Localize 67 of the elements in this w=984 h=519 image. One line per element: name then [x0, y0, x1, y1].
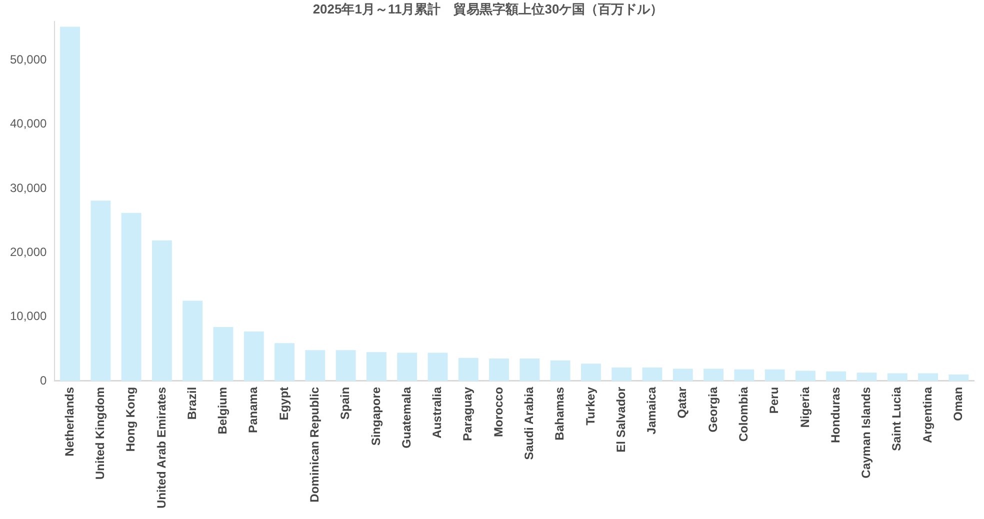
bar [366, 352, 386, 381]
x-tick-label: Nigeria [798, 386, 812, 428]
bar [244, 332, 264, 381]
chart-title: 2025年1月～11月累計 貿易黒字額上位30ケ国（百万ドル） [312, 1, 664, 16]
bar [948, 374, 969, 381]
bar [520, 358, 540, 381]
x-tick-label: Georgia [706, 386, 720, 432]
bar [182, 300, 203, 381]
x-tick-label: Panama [246, 386, 260, 433]
y-tick-label: 40,000 [10, 116, 48, 131]
bar [796, 370, 816, 381]
x-tick-label: Turkey [583, 386, 598, 426]
bar [458, 358, 478, 381]
x-tick-label: Colombia [736, 386, 750, 442]
bar [704, 368, 724, 381]
y-tick-label: 50,000 [10, 52, 48, 66]
x-tick-label: Saint Lucia [890, 386, 904, 451]
x-tick-label: Netherlands [62, 386, 76, 456]
bar [764, 369, 785, 381]
bar [336, 350, 356, 381]
y-tick-label: 10,000 [10, 309, 48, 324]
x-tick-label: Belgium [216, 386, 230, 434]
y-tick-label: 30,000 [10, 180, 48, 195]
y-tick-label: 0 [40, 373, 48, 388]
x-tick-label: Spain [338, 386, 352, 420]
bar [550, 360, 570, 381]
x-tick-label: Guatemala [399, 386, 414, 448]
bar [152, 240, 172, 381]
x-tick-label: Qatar [675, 386, 690, 418]
x-tick-label: Paraguay [460, 386, 475, 441]
x-tick-label: Oman [950, 386, 965, 421]
x-tick-label: Hong Kong [124, 386, 138, 452]
bar [60, 26, 80, 381]
x-tick-label: Honduras [828, 386, 842, 443]
bar [121, 212, 142, 381]
x-tick-label: Egypt [276, 386, 291, 420]
bar [856, 372, 877, 381]
bar [918, 373, 938, 381]
bar [397, 352, 418, 381]
bar [672, 368, 693, 381]
bar [642, 367, 662, 381]
x-tick-label: El Salvador [614, 386, 628, 452]
y-tick-label: 20,000 [10, 244, 48, 259]
x-tick-label: Jamaica [644, 386, 659, 434]
bar [734, 369, 754, 381]
x-tick-label: Australia [430, 386, 444, 438]
bar [274, 343, 294, 381]
bar [305, 350, 326, 381]
x-tick-label: Saudi Arabia [522, 386, 536, 460]
bar [428, 352, 448, 381]
bar [826, 371, 846, 381]
x-tick-label: Peru [767, 386, 782, 414]
bar [887, 373, 908, 381]
x-tick-label: United Kingdom [92, 386, 107, 480]
x-tick-label: Cayman Islands [859, 386, 874, 478]
bar [612, 367, 632, 381]
bar [581, 364, 601, 381]
x-tick-label: Dominican Republic [307, 386, 322, 502]
bar [90, 200, 111, 381]
x-tick-label: Morocco [491, 386, 506, 437]
x-tick-label: United Arab Emirates [154, 386, 168, 509]
bar [489, 358, 509, 381]
x-tick-label: Argentina [920, 386, 934, 443]
x-tick-label: Bahamas [552, 386, 567, 440]
x-tick-label: Singapore [368, 386, 383, 446]
bar [213, 327, 234, 381]
x-tick-label: Brazil [184, 386, 199, 420]
